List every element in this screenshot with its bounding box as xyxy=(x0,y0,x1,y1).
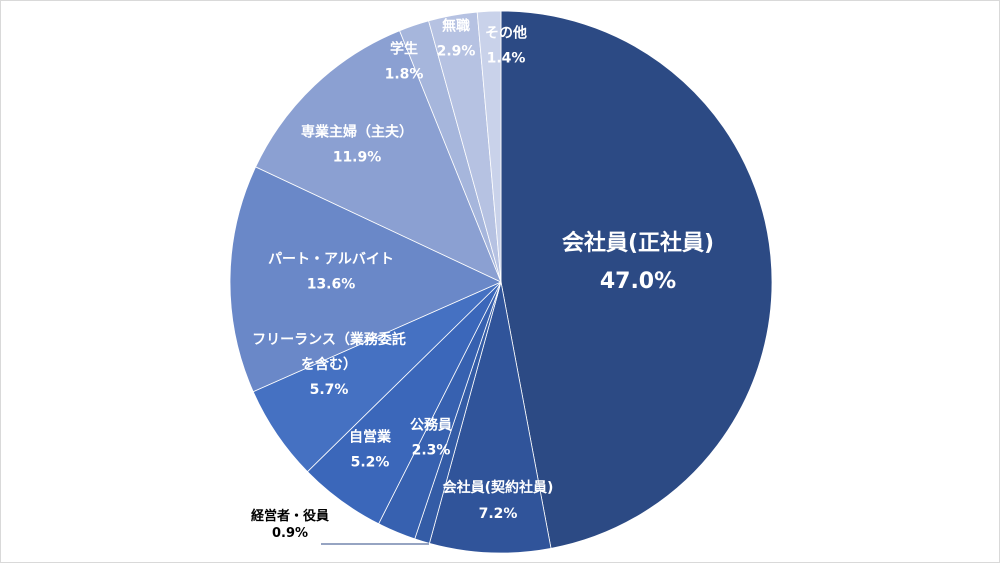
slice-label-name: フリーランス（業務委託 xyxy=(252,331,406,348)
slice-label-name: 公務員 xyxy=(410,417,452,434)
slice-label-value: 1.4% xyxy=(487,51,526,67)
slice-label: 公務員 2.3% xyxy=(410,417,452,459)
slice-label-name: 専業主婦（主夫） xyxy=(301,124,413,141)
slice-label: 学生 1.8% xyxy=(385,41,424,83)
slice-label-name: 無職 xyxy=(442,18,470,35)
pie-slice xyxy=(500,10,773,549)
slice-label: フリーランス（業務委託を含む） 5.7% xyxy=(252,331,406,398)
slice-label-value: 1.8% xyxy=(385,67,424,83)
slice-label-value: 5.2% xyxy=(351,455,390,471)
slice-labels: 会社員(正社員) 47.0% 会社員(契約社員) 7.2% 経営者・役員 0.9% 公務員 2… xyxy=(251,18,714,542)
slice-label: 会社員(正社員) 47.0% xyxy=(562,230,714,294)
slice-label-name: を含む） xyxy=(301,356,357,373)
slice-label-name: 経営者・役員 xyxy=(251,508,329,524)
slice-label-value: 5.7% xyxy=(310,382,349,398)
slice-label-name: その他 xyxy=(485,25,527,42)
slice-label-name: 学生 xyxy=(390,41,418,58)
slice-label-value: 13.6% xyxy=(307,277,356,293)
pie-slice xyxy=(255,30,502,283)
slice-label-name: 自営業 xyxy=(349,429,392,446)
slice-label: 無職 2.9% xyxy=(437,18,476,60)
slice-label-value: 2.9% xyxy=(437,44,476,60)
pie-slices xyxy=(229,10,773,554)
slice-label-value: 2.3% xyxy=(412,443,451,459)
slice-label: パート・アルバイト 13.6% xyxy=(268,252,394,293)
slice-label: 専業主婦（主夫） 11.9% xyxy=(301,124,413,166)
slice-label: 経営者・役員 0.9% xyxy=(251,508,329,541)
slice-label-name: 会社員(契約社員) xyxy=(443,479,554,496)
slice-label-value: 47.0% xyxy=(600,269,676,294)
pie-slice xyxy=(476,10,502,283)
slice-label: 自営業 5.2% xyxy=(349,429,392,471)
slice-label-name: パート・アルバイト xyxy=(268,252,394,268)
pie-slice xyxy=(229,166,502,393)
slice-label: 会社員(契約社員) 7.2% xyxy=(443,479,554,522)
slice-label-value: 0.9% xyxy=(272,526,308,541)
slice-label-name: 会社員(正社員) xyxy=(562,230,714,256)
slice-label-value: 11.9% xyxy=(333,150,382,166)
slice-label-value: 7.2% xyxy=(479,506,518,522)
slice-label: その他 1.4% xyxy=(485,25,527,67)
pie-slice xyxy=(428,281,552,554)
